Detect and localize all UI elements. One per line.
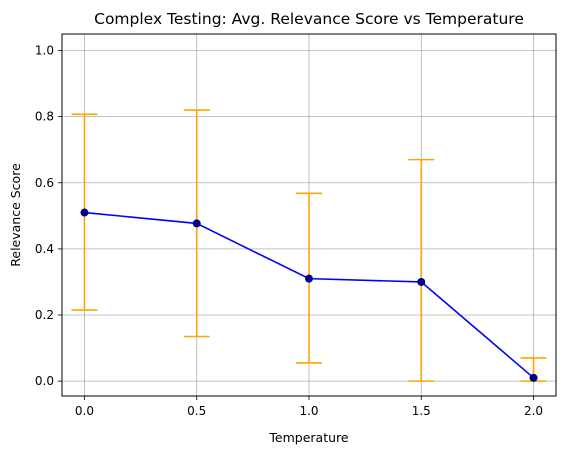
chart-title: Complex Testing: Avg. Relevance Score vs… [94, 10, 524, 28]
data-point [529, 373, 538, 382]
data-point [417, 277, 426, 286]
x-tick-label: 1.5 [412, 404, 431, 418]
data-point [192, 219, 201, 228]
y-tick-label: 0.0 [35, 374, 54, 388]
grid [62, 34, 556, 396]
data-point [305, 274, 313, 283]
y-tick-label: 0.8 [35, 110, 54, 124]
y-axis-ticks: 0.0 0.2 0.4 0.6 0.8 1.0 [35, 44, 62, 388]
x-tick-label: 0.5 [187, 404, 206, 418]
series [80, 208, 538, 382]
y-axis-label: Relevance Score [8, 163, 23, 267]
x-tick-label: 2.0 [524, 404, 543, 418]
y-tick-label: 0.6 [35, 176, 54, 190]
y-tick-label: 1.0 [35, 44, 54, 58]
x-axis-label: Temperature [268, 430, 348, 445]
data-point [80, 208, 89, 217]
y-tick-label: 0.2 [35, 308, 54, 322]
x-axis-ticks: 0.0 0.5 1.0 1.5 2.0 [75, 396, 543, 418]
y-tick-label: 0.4 [35, 242, 54, 256]
x-tick-label: 1.0 [299, 404, 318, 418]
x-tick-label: 0.0 [75, 404, 94, 418]
